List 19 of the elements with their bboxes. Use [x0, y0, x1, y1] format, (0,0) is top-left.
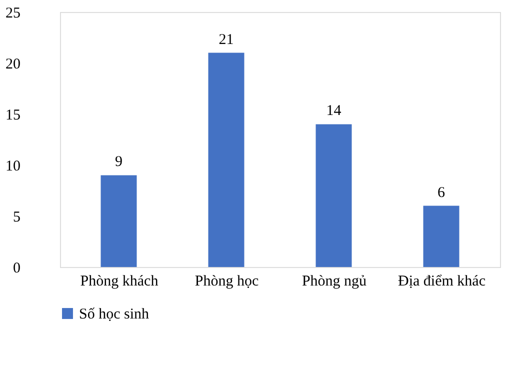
y-tick-label: 5: [13, 210, 20, 226]
bar: [423, 206, 460, 267]
data-label: 14: [326, 103, 342, 120]
y-tick-label: 20: [6, 56, 20, 72]
data-label: 9: [115, 154, 122, 170]
y-tick-label: 0: [13, 260, 20, 276]
y-tick-label: 25: [6, 6, 20, 22]
bar: [100, 175, 137, 267]
y-tick-label: 10: [6, 158, 20, 174]
data-label: 21: [218, 32, 234, 48]
data-label: 6: [438, 184, 446, 201]
x-tick-label: Phòng khách: [80, 274, 159, 290]
bar: [208, 52, 244, 267]
x-tick-label: Địa điểm khác: [398, 274, 486, 290]
x-tick-label: Phòng học: [194, 274, 259, 290]
bar: [316, 124, 352, 267]
legend-label: Số học sinh: [79, 306, 150, 322]
x-tick-label: Phòng ngủ: [302, 274, 368, 290]
y-tick-label: 15: [6, 108, 20, 124]
